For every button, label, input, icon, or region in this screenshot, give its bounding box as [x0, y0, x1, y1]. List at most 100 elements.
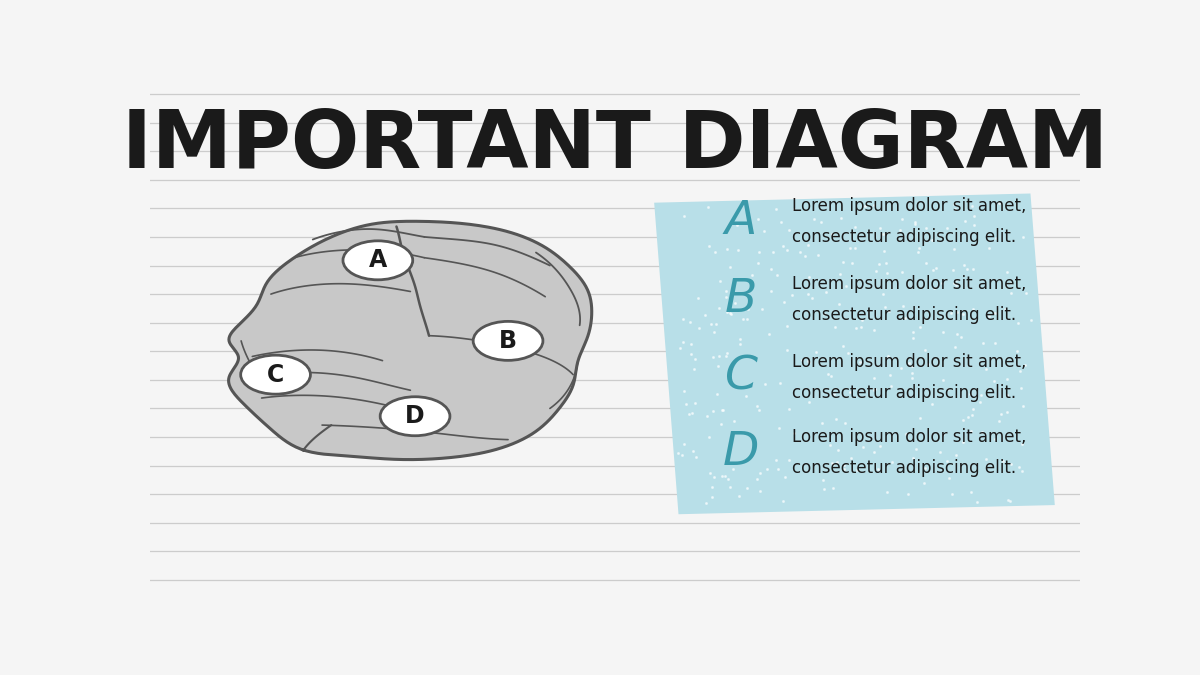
Point	[778, 320, 797, 331]
Point	[946, 342, 965, 352]
Point	[874, 246, 893, 256]
Point	[730, 333, 749, 344]
Point	[721, 482, 740, 493]
Point	[730, 491, 749, 502]
Point	[964, 263, 983, 274]
Text: Lorem ipsum dolor sit amet,: Lorem ipsum dolor sit amet,	[792, 428, 1026, 446]
Point	[947, 279, 966, 290]
Point	[757, 463, 776, 474]
Point	[852, 322, 871, 333]
Text: B: B	[725, 277, 757, 322]
Point	[704, 472, 724, 483]
Point	[677, 399, 696, 410]
Point	[851, 356, 870, 367]
Point	[972, 389, 991, 400]
Point	[972, 427, 991, 437]
Point	[944, 277, 964, 288]
Point	[997, 267, 1016, 277]
Point	[796, 250, 815, 261]
Point	[1016, 288, 1036, 298]
Point	[979, 243, 998, 254]
Point	[864, 325, 883, 335]
Point	[799, 288, 818, 299]
Point	[968, 497, 988, 508]
Point	[960, 388, 979, 399]
Point	[815, 483, 834, 494]
Point	[824, 389, 844, 400]
Point	[911, 412, 930, 423]
Point	[893, 301, 912, 312]
Point	[823, 483, 842, 493]
Point	[736, 390, 755, 401]
Point	[776, 245, 796, 256]
Point	[834, 463, 853, 474]
Ellipse shape	[380, 397, 450, 436]
Point	[755, 379, 774, 390]
Point	[784, 427, 803, 438]
Point	[958, 264, 977, 275]
Point	[845, 221, 864, 232]
Point	[910, 242, 929, 253]
Point	[883, 456, 902, 467]
Point	[1012, 382, 1031, 393]
Text: Lorem ipsum dolor sit amet,: Lorem ipsum dolor sit amet,	[792, 275, 1026, 293]
Point	[803, 292, 822, 303]
Point	[799, 355, 818, 366]
Point	[671, 342, 690, 353]
Point	[750, 486, 769, 497]
Point	[904, 327, 923, 338]
Point	[977, 454, 996, 464]
Point	[816, 287, 835, 298]
Point	[823, 458, 842, 469]
Point	[708, 361, 727, 372]
Point	[709, 350, 728, 361]
Point	[937, 456, 956, 467]
Point	[800, 271, 820, 282]
Point	[684, 446, 703, 456]
Point	[833, 256, 852, 267]
Point	[762, 286, 781, 296]
Point	[690, 323, 709, 333]
Point	[892, 362, 911, 373]
Point	[906, 444, 925, 455]
Point	[679, 408, 698, 419]
Point	[922, 398, 941, 409]
Text: A: A	[368, 248, 386, 272]
Point	[689, 292, 708, 303]
Point	[852, 315, 871, 325]
Point	[829, 298, 848, 309]
Point	[944, 244, 964, 254]
Point	[763, 247, 782, 258]
Text: D: D	[722, 430, 758, 475]
Text: A: A	[725, 199, 757, 244]
Point	[947, 450, 966, 460]
Point	[997, 389, 1016, 400]
Point	[674, 438, 694, 449]
Point	[874, 229, 893, 240]
Point	[775, 472, 794, 483]
Point	[814, 475, 833, 486]
Point	[716, 286, 736, 296]
Text: consectetur adipiscing elit.: consectetur adipiscing elit.	[792, 459, 1016, 477]
Point	[947, 306, 966, 317]
Point	[934, 327, 953, 338]
Point	[761, 264, 780, 275]
Point	[768, 463, 787, 474]
Point	[941, 307, 960, 318]
Point	[779, 404, 798, 414]
Point	[770, 377, 790, 388]
Point	[847, 464, 866, 475]
Point	[731, 339, 750, 350]
Point	[704, 327, 724, 338]
Point	[834, 460, 853, 470]
Point	[822, 458, 841, 468]
Point	[686, 452, 706, 462]
Point	[890, 225, 910, 236]
Point	[1001, 288, 1020, 298]
Point	[770, 217, 790, 227]
Point	[804, 214, 823, 225]
Point	[902, 373, 922, 384]
Point	[932, 429, 952, 440]
Point	[836, 280, 856, 291]
Point	[812, 418, 832, 429]
